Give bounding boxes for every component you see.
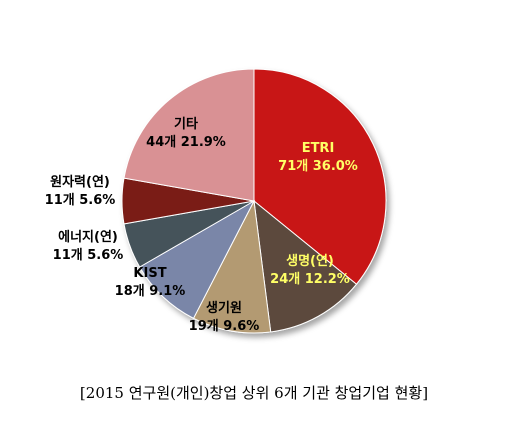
slice-value-label: 11개 5.6% — [53, 248, 124, 263]
pie-slice — [253, 68, 387, 285]
slice-name-label: 생명(연) — [286, 253, 334, 269]
slice-value-label: 19개 9.6% — [189, 319, 260, 334]
slice-value-label: 44개 21.9% — [146, 135, 226, 150]
slice-name-label: 기타 — [174, 116, 198, 132]
pie-slice — [192, 199, 272, 334]
slice-name-label: KIST — [133, 266, 166, 281]
slice-name-label: 생기원 — [206, 301, 242, 316]
slice-name-label: 원자력(연) — [50, 175, 110, 190]
pie-slice — [123, 68, 255, 202]
slice-value-label: 24개 12.2% — [270, 272, 350, 287]
pie-slice — [253, 199, 358, 333]
chart-caption: [2015 연구원(개인)창업 상위 6개 기관 창업기업 현황] — [79, 384, 429, 402]
slice-name-label: 에너지(연) — [58, 229, 118, 245]
slice-value-label: 11개 5.6% — [45, 193, 116, 208]
slice-name-label: ETRI — [302, 141, 335, 156]
slice-value-label: 18개 9.1% — [115, 284, 186, 299]
pie-chart: ETRI 71개 36.0% 생명(연) 24개 12.2% 생기원 19개 9.6% KI… — [45, 68, 387, 334]
slice-value-label: 71개 36.0% — [278, 159, 358, 174]
